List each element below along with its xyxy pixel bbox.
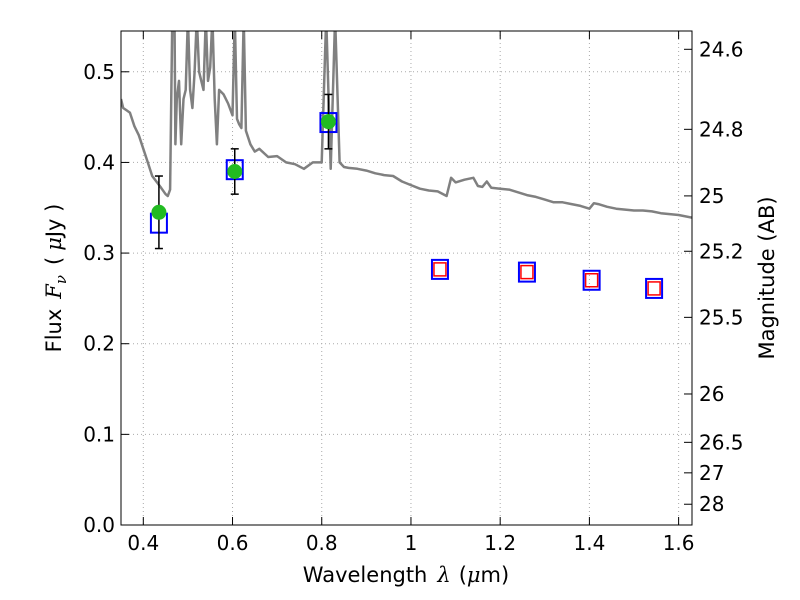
model-photometry-square xyxy=(430,258,449,280)
mag-tick-label: 24.6 xyxy=(699,37,744,61)
observed-data-point xyxy=(151,204,167,220)
x-tick-label: 1.6 xyxy=(663,531,695,555)
y2-axis-label: Magnitude (AB) xyxy=(755,196,779,359)
y-tick-label: 0.3 xyxy=(83,241,115,265)
mag-tick-label: 24.8 xyxy=(699,117,744,141)
x-tick-label: 0.8 xyxy=(306,531,338,555)
mag-tick-label: 26 xyxy=(699,382,724,406)
model-photometry-square xyxy=(582,269,601,291)
mag-tick-label: 25.2 xyxy=(699,239,744,263)
data-points-layer xyxy=(149,93,664,299)
x-axis-label: Wavelength λ (μm) xyxy=(303,563,509,587)
y-tick-label: 0.5 xyxy=(83,60,115,84)
y-tick-label: 0.2 xyxy=(83,332,115,356)
y-axis-label: FluxFν(μJy ) xyxy=(42,204,70,353)
model-spectrum-line xyxy=(121,31,692,219)
mag-tick-label: 25 xyxy=(699,184,724,208)
mag-tick-label: 26.5 xyxy=(699,430,744,454)
grid xyxy=(121,31,692,525)
predicted-photometry-inner-square xyxy=(584,273,599,288)
mag-tick-label: 27 xyxy=(699,461,724,485)
model-spectrum-layer xyxy=(121,31,692,219)
x-tick-label: 0.4 xyxy=(127,531,159,555)
mag-tick-label: 28 xyxy=(699,492,724,516)
axis-ticks: 0.4 0.6 0.8 1 1.2 1.4 1.6 0.0 0.1 0.2 0.3 0.4 0.5 24.… xyxy=(83,31,744,555)
x-tick-label: 1.4 xyxy=(573,531,605,555)
x-tick-label: 1.2 xyxy=(484,531,516,555)
plot-frame xyxy=(120,30,693,526)
model-photometry-square xyxy=(517,261,536,283)
model-photometry-square xyxy=(645,277,664,299)
x-tick-label: 1 xyxy=(405,531,418,555)
y-tick-label: 0.4 xyxy=(83,150,115,174)
y-tick-label: 0.0 xyxy=(83,513,115,537)
predicted-photometry-inner-square xyxy=(647,281,661,296)
observed-data-point xyxy=(320,114,336,130)
y-tick-label: 0.1 xyxy=(83,422,115,446)
x-tick-label: 0.6 xyxy=(217,531,249,555)
observed-data-point xyxy=(227,163,243,179)
predicted-photometry-inner-square xyxy=(520,264,534,280)
mag-tick-label: 25.5 xyxy=(699,305,744,329)
predicted-photometry-inner-square xyxy=(433,262,447,277)
